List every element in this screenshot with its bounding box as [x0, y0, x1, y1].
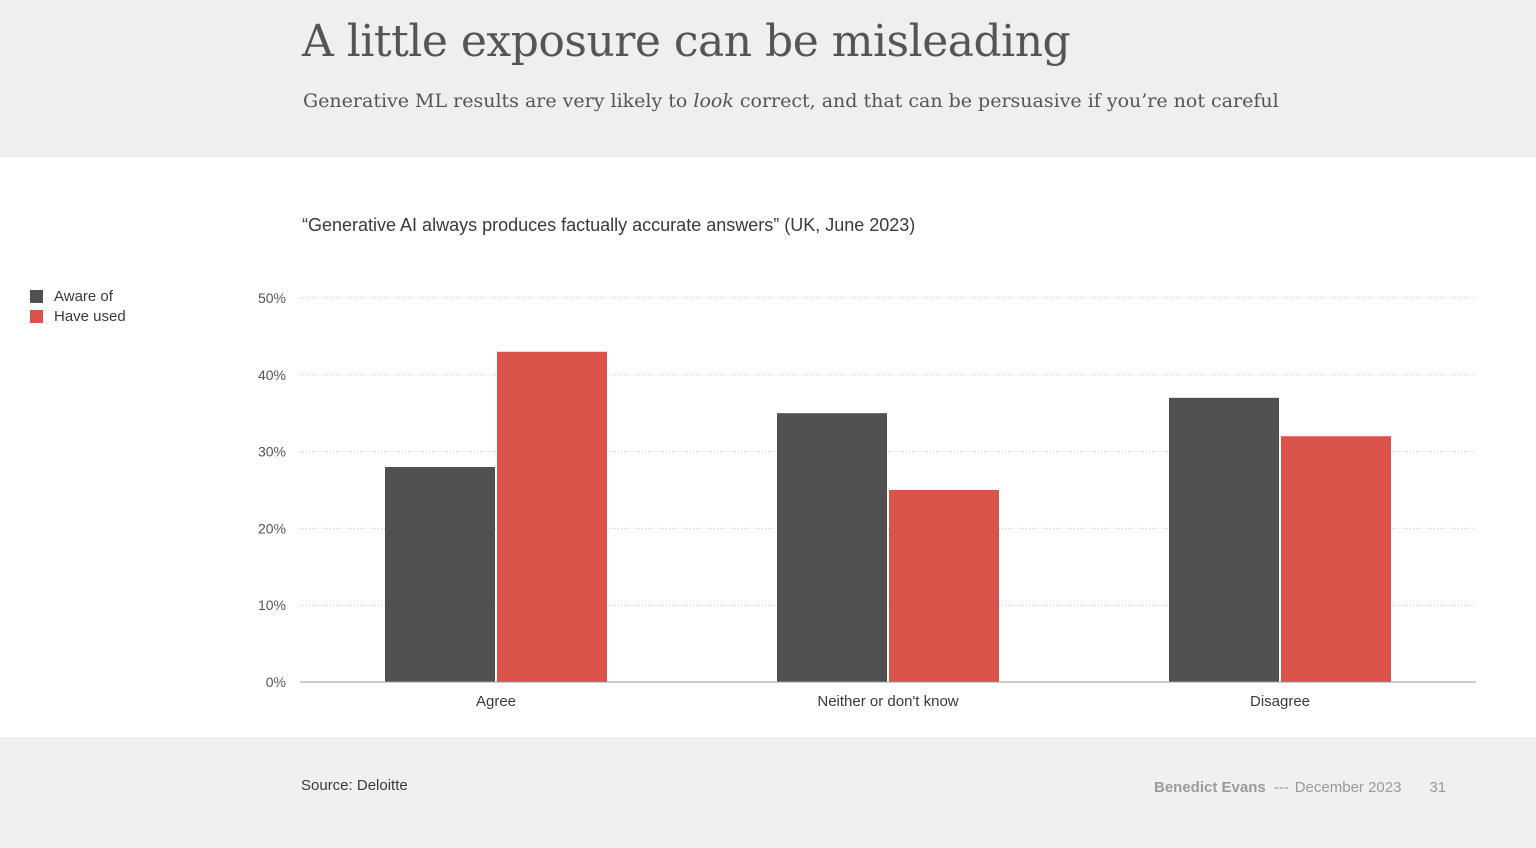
subtitle-text-after: correct, and that can be persuasive if y…	[733, 90, 1279, 112]
x-tick-label: Disagree	[1250, 693, 1310, 710]
legend-label-aware-of: Aware of	[54, 287, 113, 305]
footer-separator: ---	[1273, 779, 1289, 796]
footer-date: December 2023	[1294, 779, 1402, 796]
x-tick-label: Neither or don't know	[817, 693, 958, 710]
bar-have-used	[1281, 436, 1391, 682]
slide-title: A little exposure can be misleading	[302, 16, 1071, 67]
y-tick-label: 50%	[258, 290, 286, 306]
legend-item-have-used: Have used	[30, 306, 126, 326]
slide-header	[0, 0, 1536, 157]
page-number: 31	[1429, 779, 1447, 796]
x-tick-label: Agree	[476, 693, 516, 710]
legend-item-aware-of: Aware of	[30, 286, 126, 306]
bar-have-used	[889, 490, 999, 682]
bar-aware-of	[1169, 397, 1279, 682]
legend-label-have-used: Have used	[54, 307, 126, 325]
y-tick-label: 40%	[258, 367, 286, 383]
bar-aware-of	[385, 466, 495, 682]
legend-swatch-aware-of	[30, 289, 43, 303]
y-tick-label: 0%	[266, 674, 286, 690]
chart-title: “Generative AI always produces factually…	[302, 215, 916, 235]
y-tick-label: 10%	[258, 597, 286, 613]
chart-panel	[0, 157, 1536, 737]
legend-swatch-have-used	[30, 309, 43, 323]
bar-have-used	[497, 351, 607, 682]
y-tick-label: 30%	[258, 444, 286, 460]
subtitle-text-before: Generative ML results are very likely to	[303, 90, 694, 112]
chart-legend: Aware of Have used	[30, 286, 126, 326]
bar-aware-of	[777, 413, 887, 682]
author-name: Benedict Evans	[1154, 779, 1266, 796]
subtitle-emphasis: look	[693, 90, 734, 112]
footer-credit: Benedict Evans --- December 2023 31	[1154, 779, 1446, 796]
source-note: Source: Deloitte	[301, 777, 408, 794]
slide-subtitle: Generative ML results are very likely to…	[303, 90, 1279, 112]
y-tick-label: 20%	[258, 520, 286, 536]
